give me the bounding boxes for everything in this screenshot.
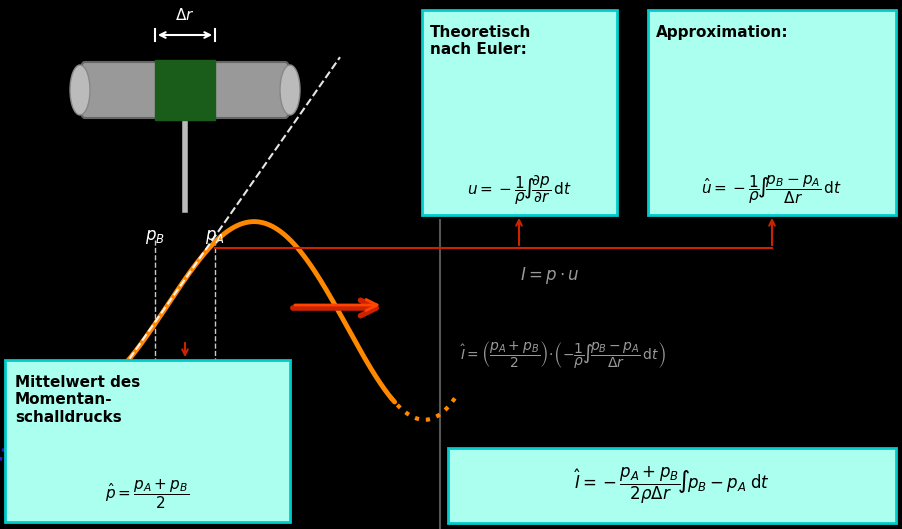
Text: $\hat{I} = \left(\dfrac{p_A + p_B}{2}\right)\!\cdot\!\left(-\dfrac{1}{\rho}\!\in: $\hat{I} = \left(\dfrac{p_A + p_B}{2}\ri… <box>460 340 666 371</box>
Text: $p_B$: $p_B$ <box>145 228 165 246</box>
Bar <box>5 360 290 522</box>
Bar <box>422 10 617 215</box>
FancyBboxPatch shape <box>82 62 163 118</box>
Text: $\Delta r$: $\Delta r$ <box>175 7 195 23</box>
Text: $\hat{u} = -\dfrac{1}{\rho}\!\int\!\dfrac{p_B - p_A}{\Delta r}\,\mathrm{d}t$: $\hat{u} = -\dfrac{1}{\rho}\!\int\!\dfra… <box>702 174 842 206</box>
Text: $\hat{I} = -\dfrac{p_A + p_B}{2\rho\Delta r}\!\int\!p_B - p_A\;\mathrm{d}t$: $\hat{I} = -\dfrac{p_A + p_B}{2\rho\Delt… <box>575 465 769 506</box>
Bar <box>648 10 896 215</box>
FancyBboxPatch shape <box>207 62 288 118</box>
Text: Mittelwert des
Momentan-
schalldrucks: Mittelwert des Momentan- schalldrucks <box>15 375 140 425</box>
Ellipse shape <box>280 65 300 115</box>
Ellipse shape <box>70 65 90 115</box>
Bar <box>448 448 896 523</box>
Text: Theoretisch
nach Euler:: Theoretisch nach Euler: <box>430 25 531 58</box>
Text: $p_A$: $p_A$ <box>205 228 225 246</box>
Text: $\hat{p} = \dfrac{p_A + p_B}{2}$: $\hat{p} = \dfrac{p_A + p_B}{2}$ <box>106 477 189 511</box>
Bar <box>155 60 215 120</box>
Text: $I = p \cdot u$: $I = p \cdot u$ <box>520 265 579 286</box>
Text: Approximation:: Approximation: <box>656 25 788 40</box>
Text: $u = -\dfrac{1}{\rho}\!\int\!\dfrac{\partial p}{\partial r}\,\mathrm{d}t$: $u = -\dfrac{1}{\rho}\!\int\!\dfrac{\par… <box>467 173 572 207</box>
